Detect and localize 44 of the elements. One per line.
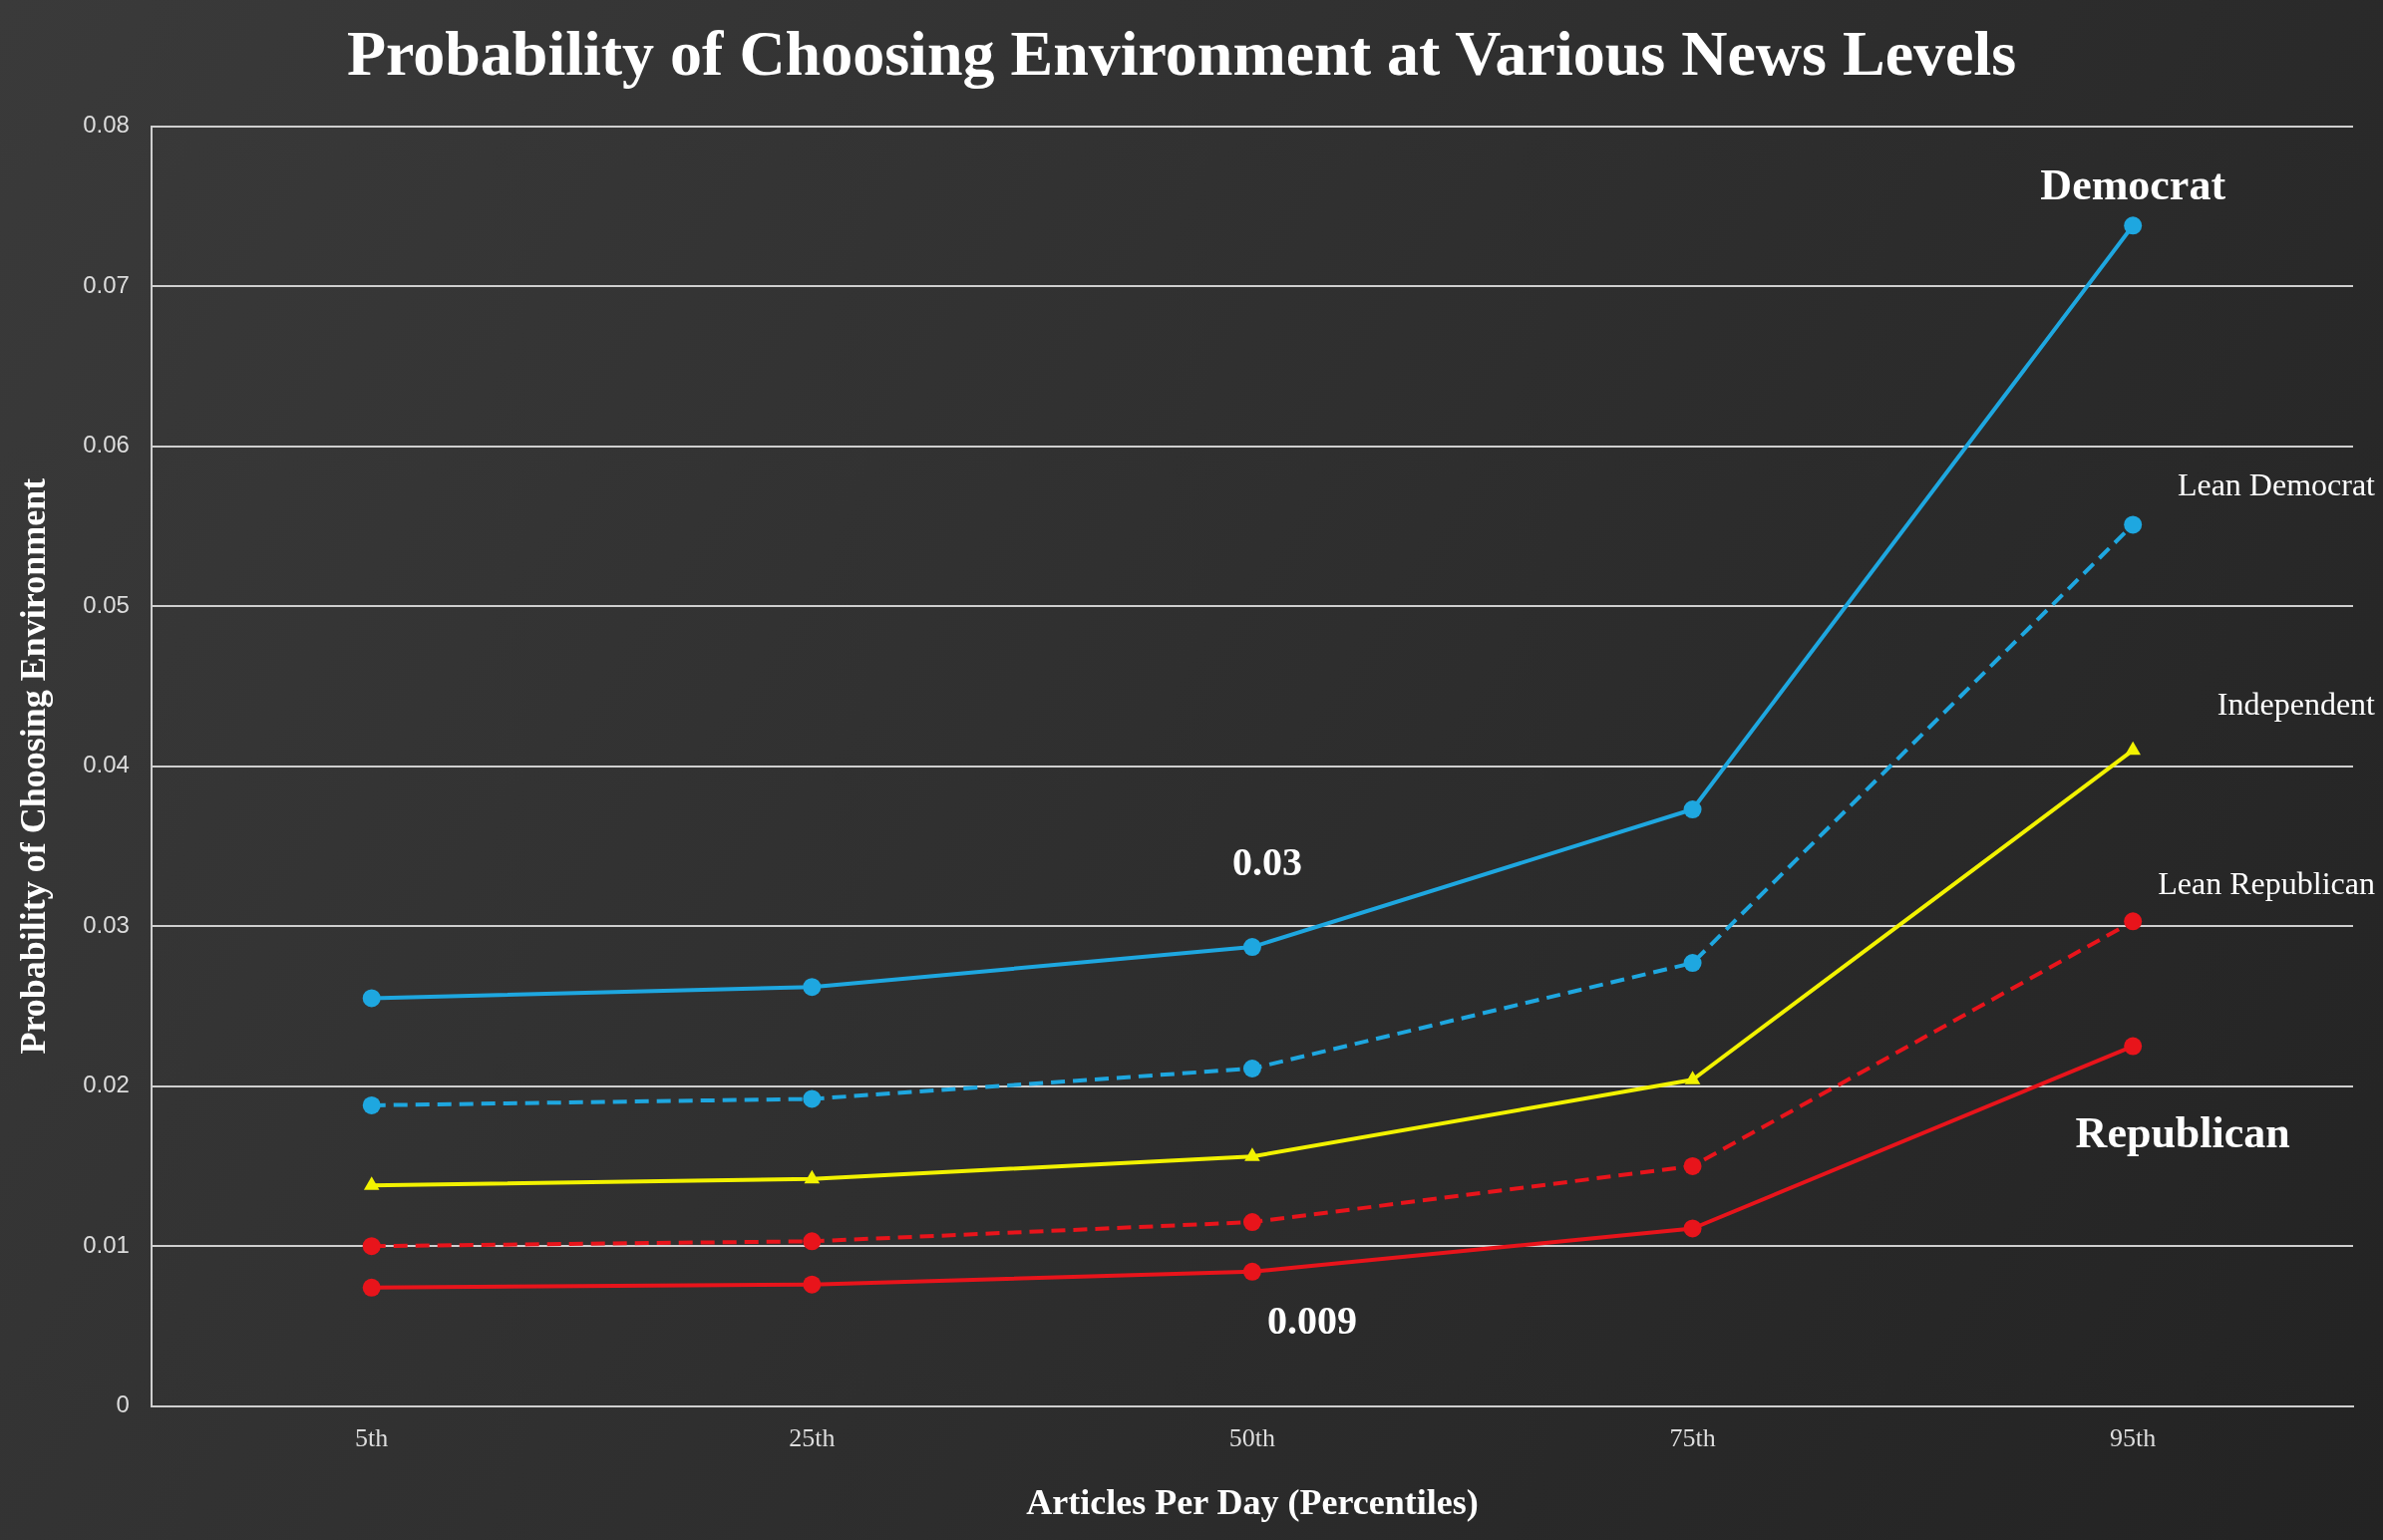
y-tick-label: 0.05 [83,590,130,618]
chart-title: Probability of Choosing Environment at Various News Levels [346,17,2017,89]
x-axis-title: Articles Per Day (Percentiles) [1026,1481,1479,1522]
point [803,1275,822,1294]
point [1242,938,1261,957]
annotation: 0.009 [1266,1298,1357,1344]
point [1683,800,1702,819]
series-label: Lean Democrat [2177,465,2376,502]
y-tick-label: 0.06 [83,431,130,459]
y-axis-title: Probability of Choosing Environment [12,477,53,1055]
annotation: 0.03 [1231,839,1302,885]
x-tick-label: 25th [789,1423,836,1453]
point [803,978,822,997]
series-label: Democrat [2040,159,2226,209]
point [362,1237,381,1256]
point [1683,1219,1702,1238]
x-tick-label: 75th [1669,1423,1716,1453]
y-tick-label: 0.02 [83,1071,130,1098]
series-label: Lean Republican [2158,864,2375,901]
x-tick-label: 5th [355,1423,389,1453]
point [2124,216,2143,235]
x-tick-label: 50th [1228,1423,1276,1453]
y-tick-label: 0.03 [83,910,130,938]
point [803,1232,822,1251]
y-tick-label: 0.01 [83,1230,130,1258]
x-tick-label: 95th [2110,1423,2157,1453]
point [2124,1037,2143,1056]
point [803,1089,822,1108]
point [1242,1262,1261,1281]
point [362,989,381,1008]
point [2124,515,2143,534]
point [1242,1060,1261,1078]
point [362,1278,381,1297]
point [2124,912,2143,931]
y-tick-label: 0.07 [83,270,130,298]
series-label: Republican [2075,1107,2290,1157]
point [1683,1156,1702,1175]
y-tick-label: 0.08 [83,111,130,139]
y-tick-label: 0.04 [83,751,130,778]
y-tick-label: 0 [116,1390,130,1418]
text: Independent [2216,686,2376,723]
point [1242,1213,1261,1232]
point [1683,954,1702,973]
point [362,1095,381,1114]
